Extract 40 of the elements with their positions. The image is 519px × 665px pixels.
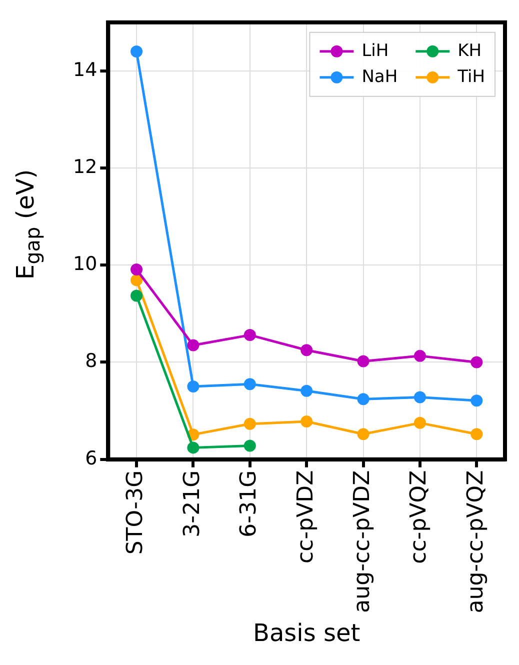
x-tick-label: 6-31G: [236, 470, 262, 538]
legend-label: NaH: [362, 66, 398, 87]
point: [130, 264, 143, 276]
point: [357, 393, 370, 406]
y-tick-label: 6: [85, 447, 98, 470]
point: [470, 356, 483, 368]
y-tick-label: 10: [72, 253, 98, 276]
x-tick-label: aug-cc-pVDZ: [350, 470, 375, 613]
point: [244, 440, 256, 452]
point: [244, 418, 256, 430]
point: [470, 428, 483, 440]
point: [470, 394, 483, 407]
x-tick-label: aug-cc-pVQZ: [463, 470, 488, 614]
x-axis-title: Basis set: [253, 618, 360, 647]
point: [357, 355, 370, 368]
y-tick-label: 8: [85, 350, 98, 372]
point: [130, 46, 143, 58]
x-tick-label: cc-pVDZ: [293, 470, 318, 564]
y-tick-label: 12: [72, 156, 98, 178]
x-tick-label: cc-pVQZ: [406, 470, 432, 564]
point: [300, 384, 313, 397]
point: [130, 290, 143, 302]
point: [300, 415, 313, 428]
point: [357, 428, 370, 440]
point: [414, 416, 426, 429]
point: [130, 274, 143, 286]
x-tick-label: 3-21G: [180, 470, 205, 538]
point: [414, 350, 426, 362]
legend-label: KH: [458, 40, 482, 61]
legend-label: LiH: [362, 40, 389, 61]
legend-label: TiH: [456, 66, 486, 87]
x-tick-label: STO-3G: [123, 470, 148, 555]
point: [244, 329, 256, 342]
point: [187, 380, 200, 393]
point: [187, 442, 200, 454]
point: [414, 391, 426, 404]
point: [244, 378, 256, 390]
y-tick-label: 14: [72, 58, 98, 81]
point: [300, 344, 313, 356]
point: [187, 339, 200, 352]
